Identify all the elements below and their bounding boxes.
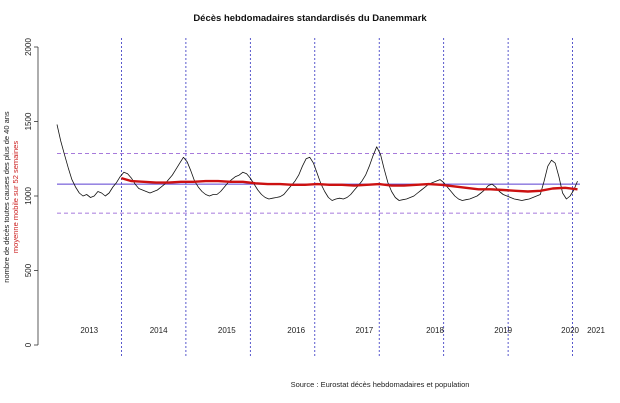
y-tick-label-2000: 2000 [24,38,33,56]
y-axis: 0 500 1000 1500 2000 [24,38,39,347]
year-dividers [121,38,573,358]
year-label-2018: 2018 [426,326,444,335]
year-label-2021: 2021 [587,326,605,335]
moving-average-line [121,176,578,193]
source-note: Source : Eurostat décès hebdomadaires et… [291,380,470,389]
y-axis-label: nombre de décès toutes causes des plus d… [2,111,11,283]
year-labels: 2013 2014 2015 2016 2017 2018 2019 2020 2021 [80,326,605,335]
weekly-deaths-line [56,124,578,201]
year-label-2014: 2014 [150,326,168,335]
year-label-2016: 2016 [287,326,305,335]
y-axis-label-moving-average: moyenne mobile sur 52 semaines [11,141,20,253]
year-label-2015: 2015 [218,326,236,335]
year-label-2017: 2017 [355,326,373,335]
y-tick-label-1000: 1000 [24,187,33,205]
series [56,124,578,201]
year-label-2019: 2019 [494,326,512,335]
year-label-2020: 2020 [561,326,579,335]
year-label-2013: 2013 [80,326,98,335]
chart-title: Décès hebdomadaires standardisés du Dane… [193,13,427,24]
y-tick-label-1500: 1500 [24,112,33,130]
y-tick-label-0: 0 [24,342,33,347]
y-tick-label-500: 500 [24,263,33,277]
